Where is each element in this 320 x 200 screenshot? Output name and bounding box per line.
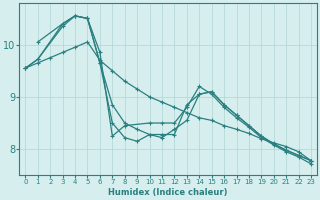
X-axis label: Humidex (Indice chaleur): Humidex (Indice chaleur) xyxy=(108,188,228,197)
